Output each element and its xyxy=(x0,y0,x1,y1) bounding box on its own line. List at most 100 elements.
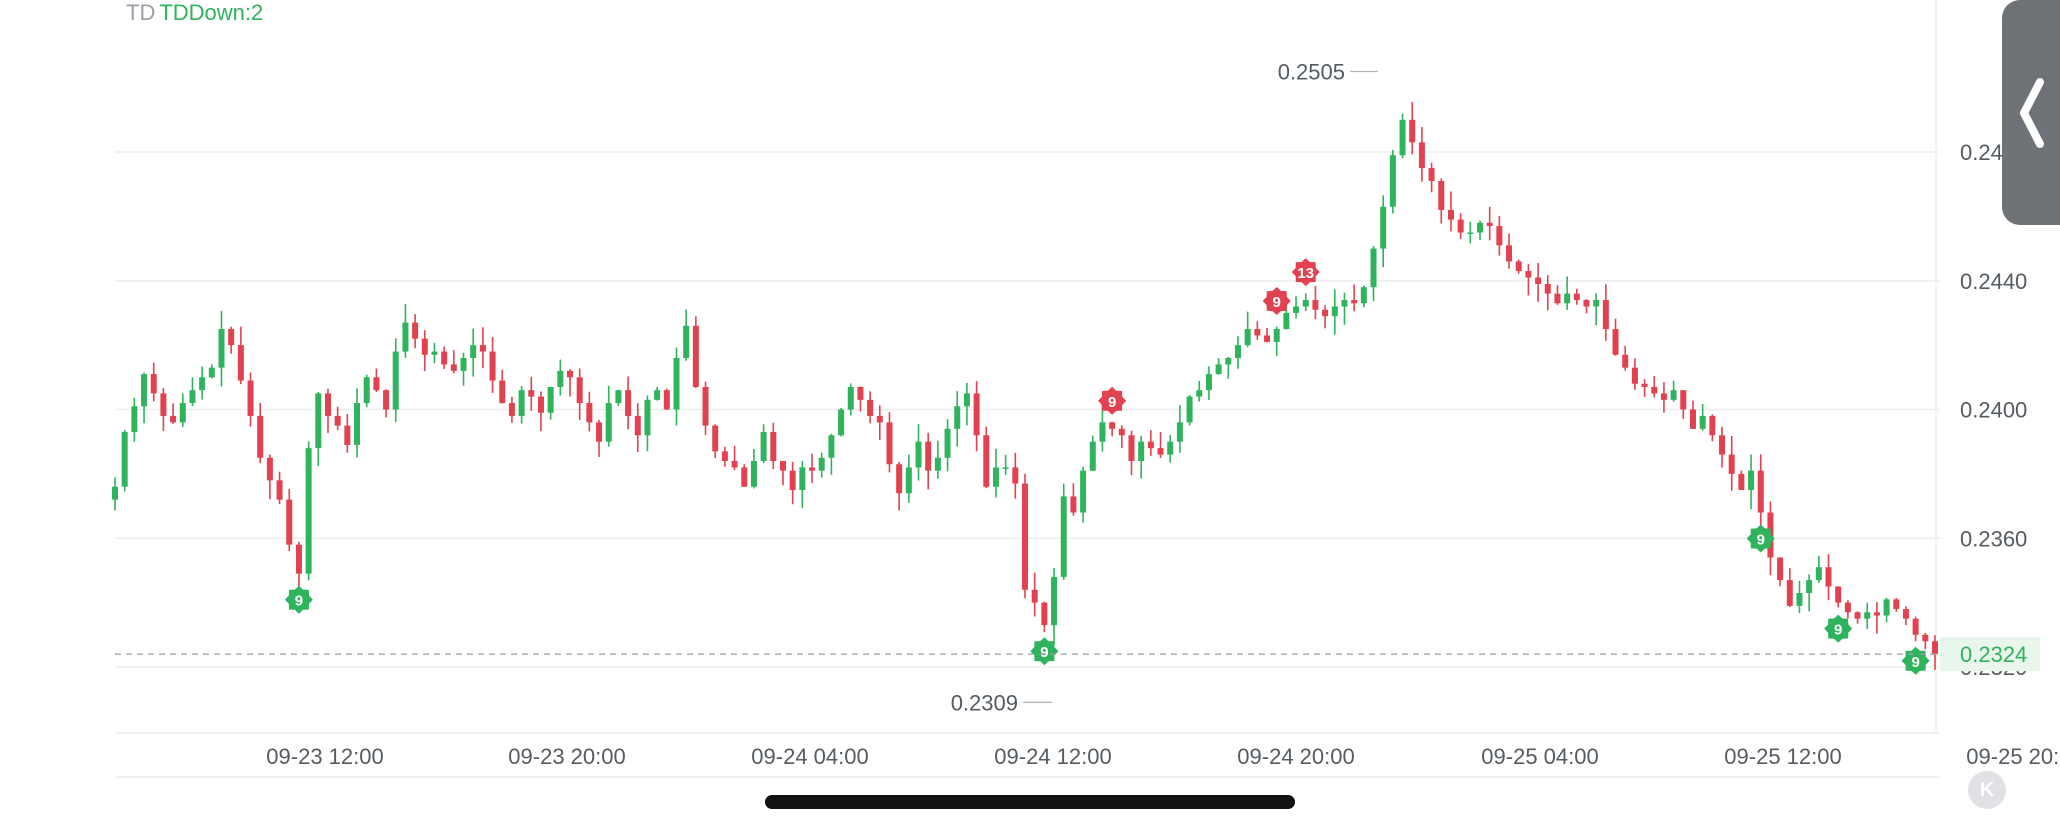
candle-body xyxy=(770,432,777,461)
candle xyxy=(1835,586,1842,608)
candle-body xyxy=(586,403,593,423)
candle xyxy=(421,330,428,371)
candle xyxy=(1002,454,1009,475)
candle-body xyxy=(1786,580,1793,606)
candle-body xyxy=(1622,354,1629,368)
x-tick-label: 09-23 12:00 xyxy=(266,744,383,769)
candle-body xyxy=(1302,300,1309,307)
candle-body xyxy=(1719,435,1726,455)
x-tick-label: 09-23 20:00 xyxy=(508,744,625,769)
td-marker-label: 9 xyxy=(1757,532,1765,549)
candle-body xyxy=(760,432,767,461)
candle-body xyxy=(1389,155,1396,207)
candle xyxy=(121,429,128,492)
candle xyxy=(566,369,574,397)
candle-body xyxy=(857,386,864,400)
candle xyxy=(1467,221,1474,244)
candle-body xyxy=(1815,567,1822,581)
td-marker-badge xyxy=(1030,637,1059,666)
candle xyxy=(954,391,961,447)
candle-body xyxy=(750,461,757,487)
x-tick-label: 09-24 12:00 xyxy=(994,744,1111,769)
candle-body xyxy=(160,393,167,416)
candle xyxy=(779,460,786,486)
candle-body xyxy=(721,451,728,461)
candle-body xyxy=(1244,329,1251,346)
candle-body xyxy=(1380,206,1387,249)
candle-body xyxy=(1709,415,1716,436)
k-logo-button[interactable]: K xyxy=(1968,771,2006,809)
candle-body xyxy=(324,393,331,416)
candle-body xyxy=(1205,374,1212,391)
candle xyxy=(1244,311,1251,348)
candle xyxy=(228,326,235,354)
candle-body xyxy=(1641,383,1648,387)
candle-body xyxy=(1835,586,1842,603)
candle xyxy=(702,381,709,436)
candle xyxy=(1641,379,1648,398)
candle-body xyxy=(867,399,874,416)
candle xyxy=(257,402,264,464)
candle-body xyxy=(228,329,235,346)
candle xyxy=(1264,327,1271,343)
candle xyxy=(1341,292,1348,325)
candle-body xyxy=(828,435,835,458)
collapse-panel-button[interactable] xyxy=(2002,0,2060,225)
candle xyxy=(1573,288,1580,305)
candle-body xyxy=(779,461,786,471)
candle xyxy=(1186,394,1193,426)
candle-body xyxy=(944,428,951,458)
candle xyxy=(915,424,922,481)
candle-body xyxy=(131,406,138,433)
candle xyxy=(1786,568,1793,608)
candle xyxy=(1709,414,1716,442)
td-markers: 9 9 9 9 13 9 9 9 xyxy=(284,258,1930,675)
candle-body xyxy=(1554,293,1561,304)
candle xyxy=(692,316,699,388)
candle xyxy=(276,471,283,505)
candle-body xyxy=(189,390,196,404)
candle-body xyxy=(1515,261,1522,272)
candle xyxy=(1854,611,1861,624)
candle xyxy=(867,391,874,424)
candle xyxy=(1273,326,1280,356)
candle xyxy=(295,541,302,589)
candle xyxy=(1428,162,1435,193)
candle xyxy=(1322,305,1329,329)
candle xyxy=(1806,574,1813,612)
candle-body xyxy=(1293,306,1300,313)
candle xyxy=(1176,405,1183,453)
candle-body xyxy=(799,467,806,490)
candle-body xyxy=(1873,612,1880,616)
candle xyxy=(1089,435,1096,472)
candle-body xyxy=(1360,287,1367,304)
candle xyxy=(1544,275,1551,311)
candle xyxy=(1631,358,1638,390)
candle-body xyxy=(1893,599,1900,610)
candle xyxy=(1409,102,1416,155)
candle xyxy=(973,381,980,452)
candle-body xyxy=(1021,483,1029,590)
candle xyxy=(508,396,515,423)
candle xyxy=(596,419,603,458)
candle-body xyxy=(373,377,380,391)
candle xyxy=(1535,262,1542,302)
candle-body xyxy=(1283,312,1290,330)
candle-body xyxy=(654,390,661,400)
candle xyxy=(876,405,883,440)
candle-body xyxy=(731,461,738,468)
candle xyxy=(838,407,845,437)
candle-body xyxy=(896,464,903,494)
candle xyxy=(1689,400,1696,429)
candle-body xyxy=(441,351,448,365)
candle xyxy=(528,376,535,411)
candle xyxy=(1554,285,1561,305)
candle-body xyxy=(566,370,574,378)
y-tick-label: 0.2360 xyxy=(1960,526,2027,551)
candle xyxy=(1293,296,1300,319)
candle-body xyxy=(1535,277,1542,284)
td-marker: 9 xyxy=(1098,386,1127,415)
candle-body xyxy=(1167,441,1174,455)
